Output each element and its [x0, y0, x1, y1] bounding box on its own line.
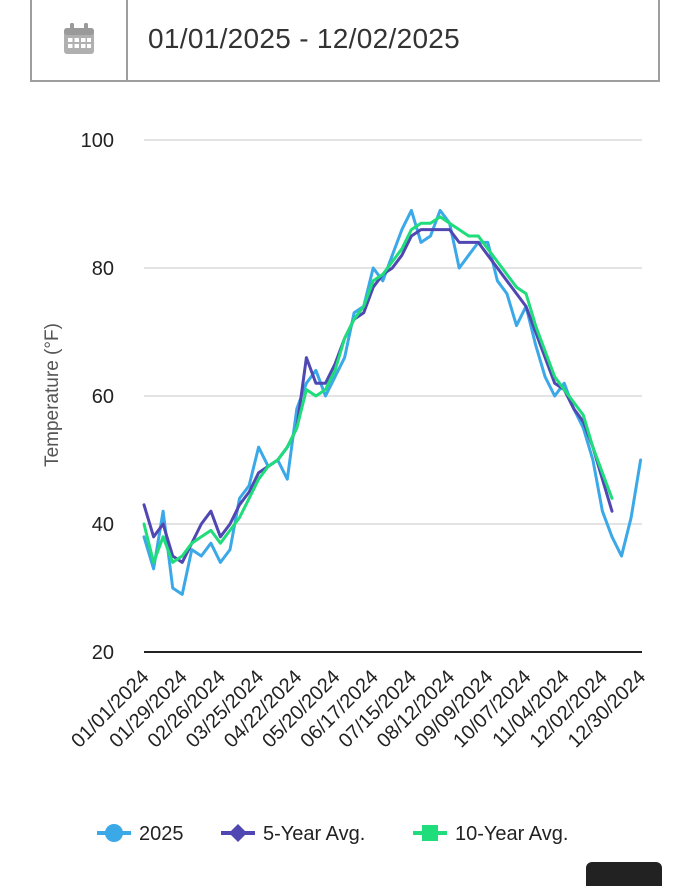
series-line-2	[142, 228, 614, 564]
y-tick-label: 60	[92, 386, 114, 408]
date-range-picker[interactable]: 01/01/2025 - 12/02/2025	[30, 0, 660, 82]
y-tick-label: 80	[92, 258, 114, 280]
y-tick-label: 40	[92, 514, 114, 536]
y-axis-label: Temperature (°F)	[42, 323, 63, 467]
legend-item[interactable]: 5-Year Avg.	[221, 823, 365, 845]
legend-item[interactable]: 2025	[97, 823, 184, 845]
legend-label: 2025	[139, 823, 184, 845]
legend-label: 10-Year Avg.	[455, 823, 568, 845]
series-line-3	[142, 215, 614, 564]
legend[interactable]: 2025 5-Year Avg. 10-Year Avg.	[97, 823, 568, 845]
legend-marker-diamond	[229, 824, 247, 842]
legend-marker-square	[422, 825, 438, 841]
legend-item[interactable]: 10-Year Avg.	[413, 823, 568, 845]
y-tick-label: 100	[81, 130, 114, 152]
x-axis-ticks: 01/01/202401/29/202402/26/202403/25/2024…	[67, 666, 650, 752]
calendar-button[interactable]	[32, 0, 128, 80]
series-lines	[142, 208, 643, 596]
y-tick-label: 20	[92, 642, 114, 664]
y-axis-ticks: 20 40 60 80 100	[81, 130, 114, 664]
floating-button[interactable]	[586, 862, 662, 886]
series-line-1	[142, 208, 643, 596]
legend-label: 5-Year Avg.	[263, 823, 365, 845]
calendar-icon	[64, 23, 94, 54]
legend-marker-circle	[105, 824, 123, 842]
date-range-value[interactable]: 01/01/2025 - 12/02/2025	[148, 23, 461, 54]
grid-lines	[144, 139, 642, 525]
